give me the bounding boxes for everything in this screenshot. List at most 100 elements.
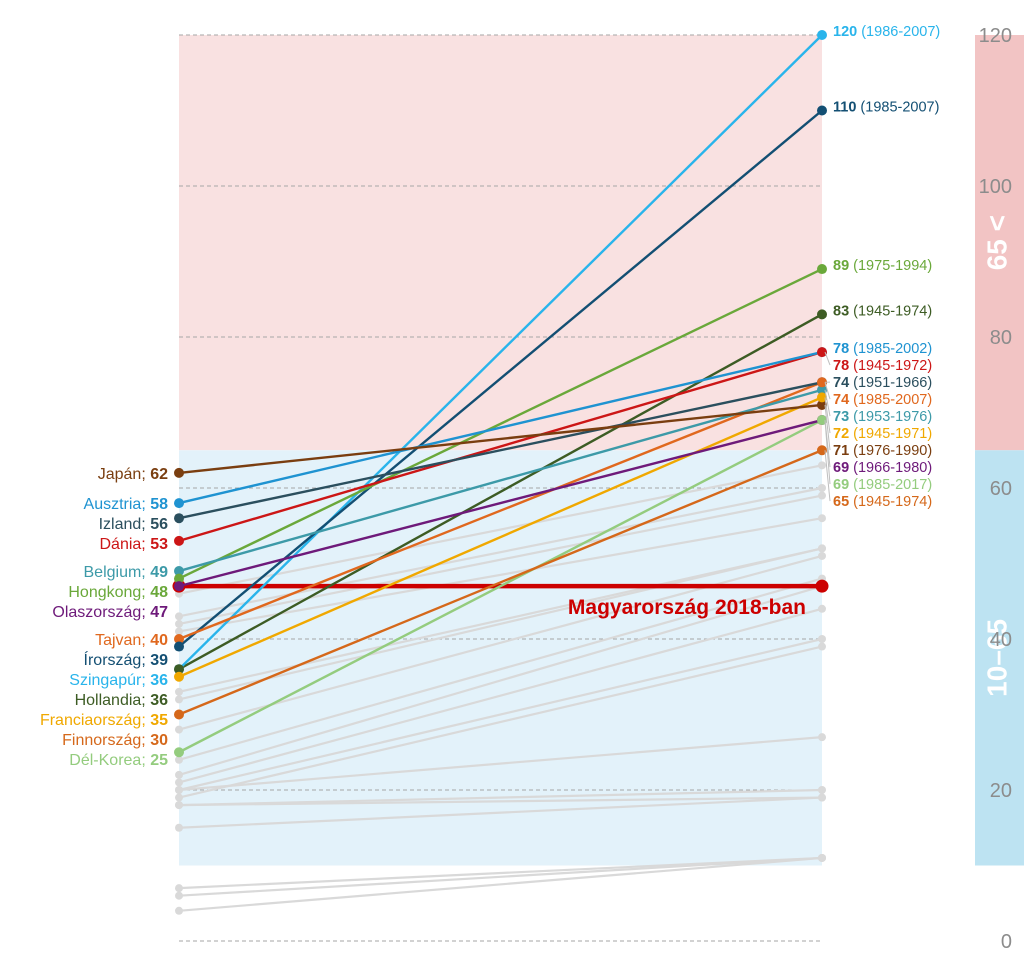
other-series-line — [178, 856, 823, 912]
band-strip — [975, 450, 1024, 866]
series-end-label: 74 (1951-1966) — [833, 375, 932, 391]
series-start-label: Japán; 62 — [98, 466, 168, 483]
series-start-point — [174, 535, 184, 546]
series-line — [178, 381, 823, 520]
series-line — [178, 350, 823, 505]
series-end-label: 71 (1976-1990) — [833, 443, 932, 459]
other-series-line — [178, 856, 823, 890]
other-series-line — [178, 645, 823, 799]
series-start-point — [174, 581, 184, 592]
other-series-line — [178, 796, 823, 807]
other-series-start-point — [175, 687, 183, 696]
series-end-label: 74 (1985-2007) — [833, 392, 932, 408]
y-tick-label: 60 — [990, 478, 1012, 500]
series-line — [178, 418, 823, 588]
series-start-point — [174, 641, 184, 652]
series-end-point — [817, 30, 827, 40]
series-line — [178, 381, 823, 641]
series-start-point — [174, 709, 184, 720]
series-start-label: Ausztria; 58 — [84, 496, 169, 513]
series-start-label: Belgium; 49 — [84, 564, 169, 581]
series-start-point — [174, 634, 184, 644]
series-end-point — [817, 445, 827, 456]
other-series-end-point — [818, 635, 826, 643]
series-end-label: 69 (1985-2017) — [833, 477, 932, 493]
band-label: 65 < — [981, 215, 1012, 270]
series-end-label: 78 (1945-1972) — [833, 358, 932, 374]
series-start-label: Írország; 39 — [84, 650, 169, 669]
other-series-line — [178, 547, 823, 693]
other-series-line — [178, 788, 823, 807]
other-series-end-point — [818, 551, 826, 560]
series-line — [178, 267, 823, 580]
series-start-label: Hollandia; 36 — [75, 692, 169, 709]
other-series-start-point — [175, 801, 183, 810]
other-series-line — [178, 856, 823, 897]
series-end-label: 89 (1975-1994) — [833, 258, 932, 274]
other-series-line — [178, 607, 823, 784]
other-series-end-point — [818, 786, 826, 794]
series-end-point — [817, 399, 827, 410]
other-series-start-point — [175, 725, 183, 734]
series-line — [178, 388, 823, 573]
other-series-start-point — [175, 778, 183, 787]
other-series-start-point — [175, 906, 183, 915]
series-end-label: 72 (1945-1971) — [833, 426, 932, 442]
series-end-label: 73 (1953-1976) — [833, 409, 932, 425]
series-start-label: Franciaország; 35 — [40, 712, 168, 729]
series-start-label: Izland; 56 — [99, 516, 168, 533]
other-series-start-point — [175, 786, 183, 794]
other-series-end-point — [818, 461, 826, 470]
label-leader — [824, 397, 831, 434]
series-end-label: 120 (1986-2007) — [833, 24, 940, 40]
other-series-line — [178, 796, 823, 829]
series-start-point — [174, 566, 184, 577]
series-end-point — [817, 347, 827, 358]
series-line — [178, 449, 823, 716]
series-end-point — [817, 377, 827, 388]
series-line — [178, 396, 823, 678]
label-leader — [824, 382, 831, 400]
other-series-start-point — [175, 619, 183, 628]
other-series-start-point — [175, 884, 183, 893]
series-end-label: 110 (1985-2007) — [833, 100, 939, 116]
band-label: 10–65 — [981, 619, 1012, 697]
other-series-start-point — [175, 695, 183, 704]
reference-label: Magyarország 2018-ban — [568, 596, 806, 619]
series-end-label: 65 (1945-1974) — [833, 494, 932, 510]
other-series-line — [178, 577, 823, 761]
other-series-start-point — [175, 612, 183, 621]
other-series-start-point — [175, 823, 183, 832]
series-start-point — [174, 498, 184, 509]
series-line — [178, 109, 823, 648]
series-end-point — [817, 309, 827, 320]
series-start-point — [174, 747, 184, 758]
series-start-point — [174, 664, 184, 675]
series-end-point — [817, 415, 827, 426]
other-series-start-point — [175, 891, 183, 900]
series-end-point — [817, 264, 827, 275]
y-tick-label: 80 — [990, 327, 1012, 349]
series-start-point — [174, 573, 184, 584]
other-series-end-point — [818, 484, 826, 492]
band-area — [179, 450, 822, 866]
series-line — [178, 350, 823, 543]
series-start-point — [174, 513, 184, 524]
other-series-line — [178, 464, 823, 595]
series-end-point — [817, 392, 827, 403]
other-series-end-point — [818, 604, 826, 613]
label-leader — [824, 389, 831, 417]
label-leader — [824, 404, 831, 451]
other-series-line — [178, 637, 823, 792]
series-end-label: 69 (1966-1980) — [833, 460, 932, 476]
other-series-line — [178, 517, 823, 633]
series-line — [178, 313, 823, 671]
series-start-label: Dél-Korea; 25 — [69, 752, 168, 769]
series-end-label: 83 (1945-1974) — [833, 303, 932, 319]
band-area — [179, 35, 822, 451]
label-leader — [824, 351, 831, 366]
series-line — [178, 403, 823, 475]
other-series-start-point — [175, 770, 183, 779]
other-series-end-point — [818, 514, 826, 523]
other-series-end-point — [818, 544, 826, 553]
